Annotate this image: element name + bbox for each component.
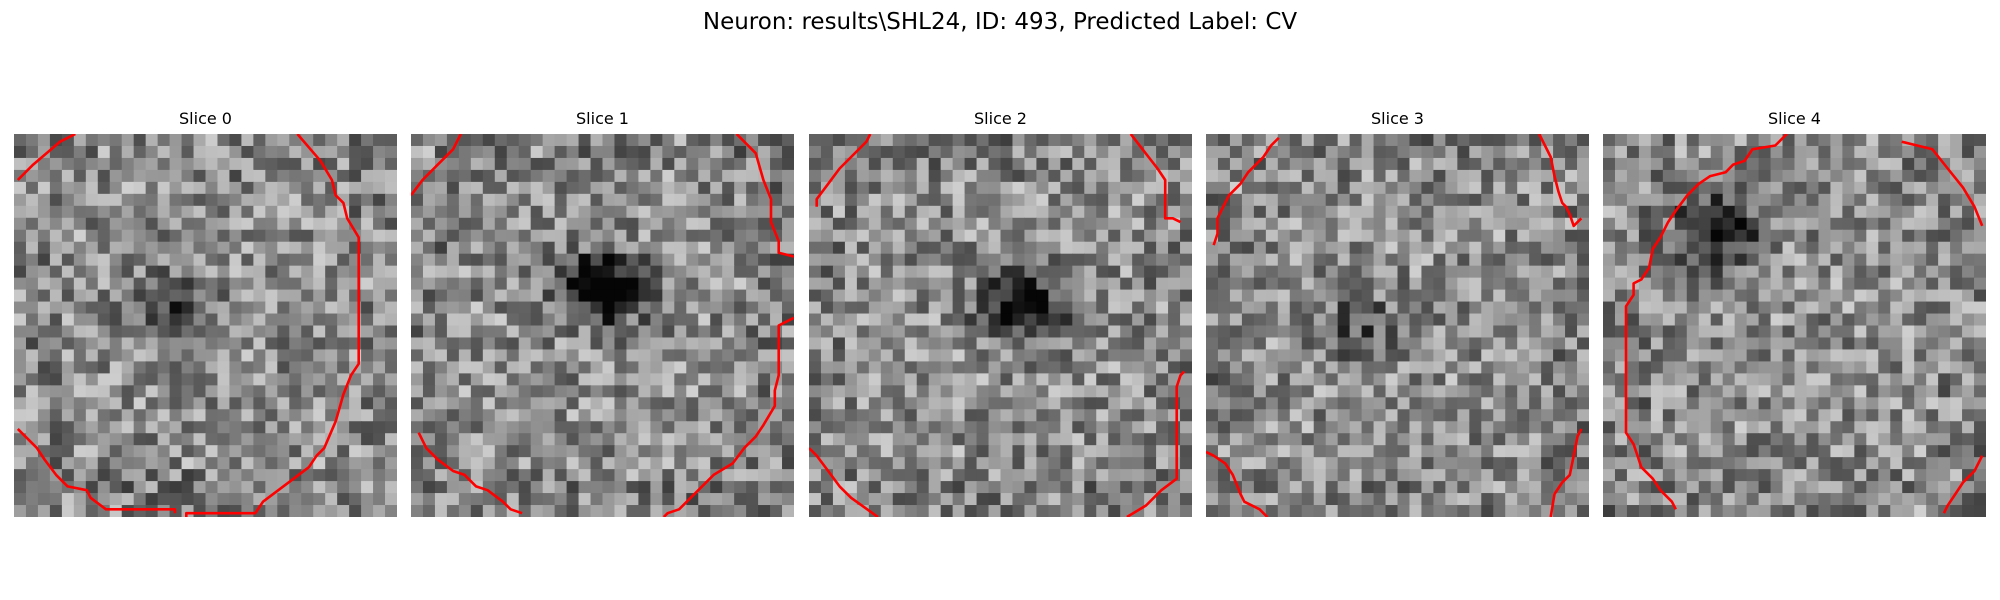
contour-line bbox=[1538, 134, 1583, 228]
slice-title: Slice 3 bbox=[1371, 109, 1424, 128]
contour-line bbox=[1129, 134, 1182, 224]
contour-line bbox=[735, 134, 794, 258]
contour-line bbox=[1624, 134, 1788, 510]
contour-line bbox=[662, 316, 794, 517]
contour-line bbox=[1206, 450, 1269, 517]
slice-title: Slice 0 bbox=[179, 109, 232, 128]
contour-line bbox=[417, 432, 523, 515]
contour-line bbox=[1942, 455, 1984, 514]
slice-image-3 bbox=[1206, 134, 1589, 517]
slice-title: Slice 2 bbox=[974, 109, 1027, 128]
slice-image-1 bbox=[411, 134, 794, 517]
contour-line bbox=[411, 134, 462, 197]
contour-line bbox=[1212, 136, 1280, 246]
slice-title: Slice 1 bbox=[576, 109, 629, 128]
contour-line bbox=[1901, 140, 1984, 227]
contour-line bbox=[815, 134, 872, 207]
contour-line bbox=[16, 134, 76, 181]
contour-line bbox=[16, 427, 177, 514]
slice-image-0 bbox=[14, 134, 397, 517]
figure-title: Neuron: results\SHL24, ID: 493, Predicte… bbox=[702, 9, 1298, 35]
slice-image-2 bbox=[809, 134, 1192, 517]
contour-line bbox=[809, 447, 879, 517]
contour-line bbox=[1126, 370, 1186, 517]
slice-title: Slice 4 bbox=[1768, 109, 1821, 128]
contour-line bbox=[1549, 428, 1583, 517]
contour-line bbox=[185, 134, 361, 517]
slice-image-4 bbox=[1603, 134, 1986, 517]
